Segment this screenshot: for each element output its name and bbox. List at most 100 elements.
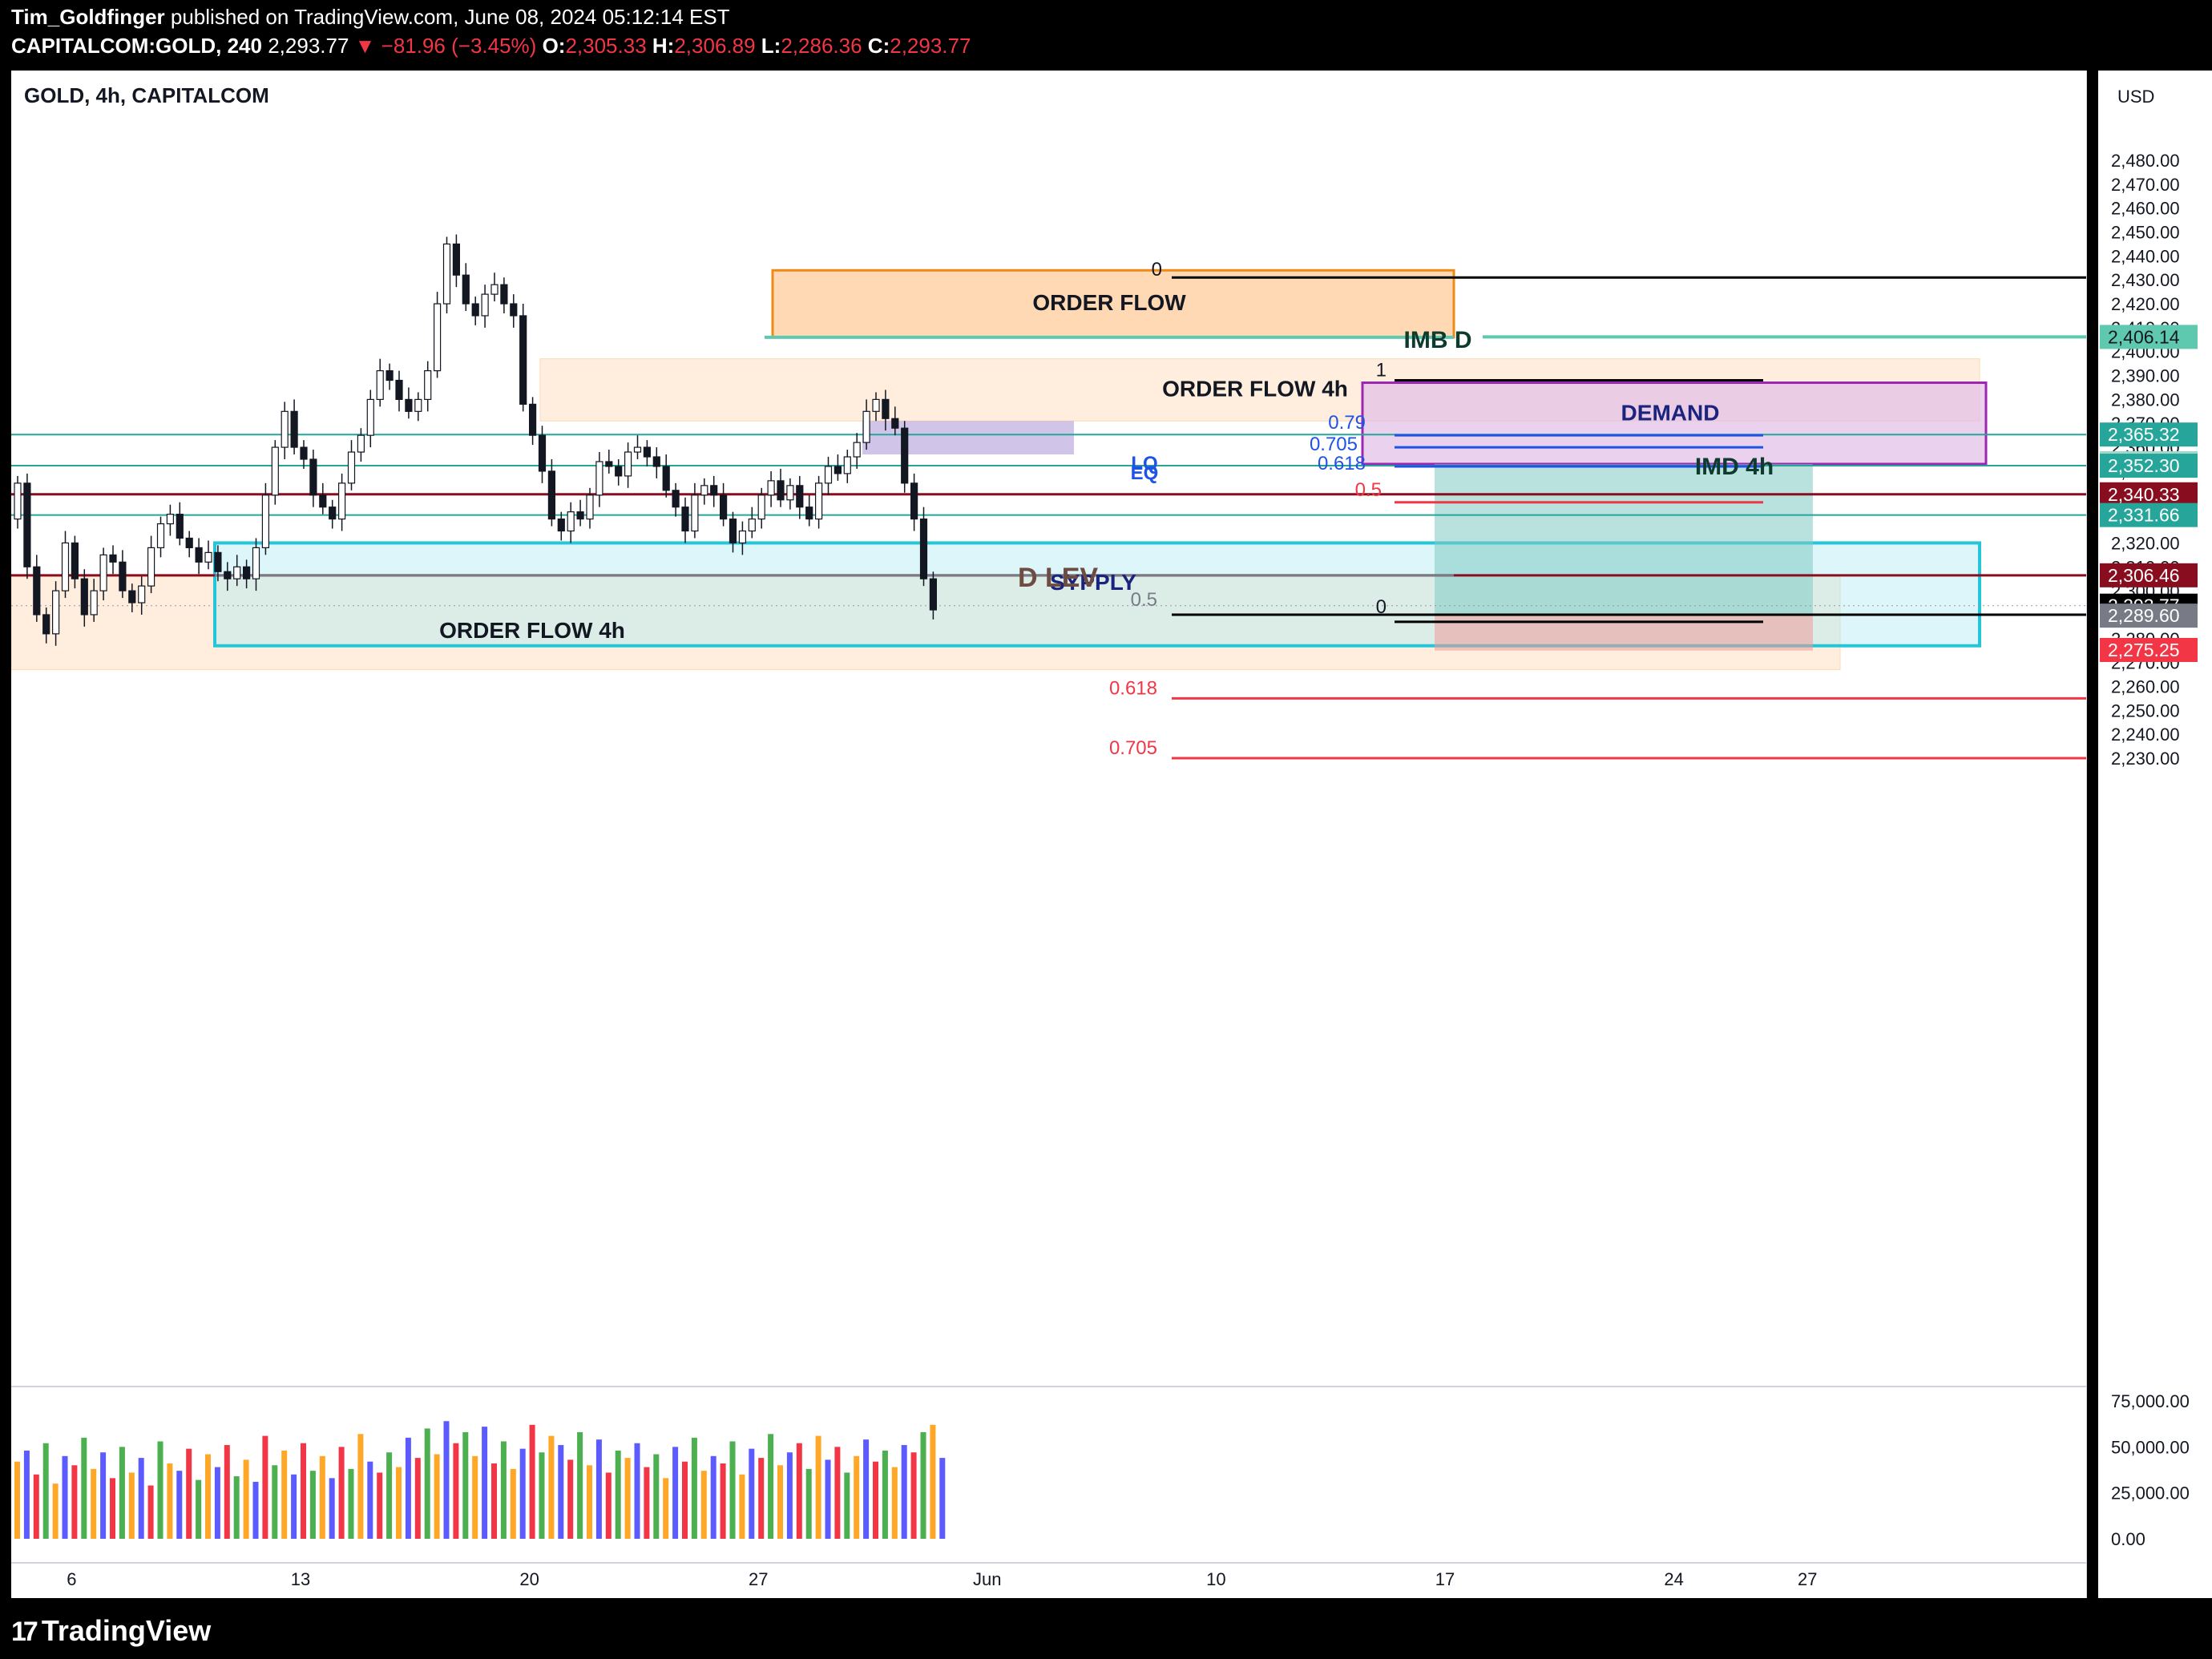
time-tick: 17 [1435, 1569, 1455, 1589]
footer-bar: 17 TradingView [0, 1598, 2212, 1659]
zone-label: ORDER FLOW 4h [439, 618, 625, 643]
fib-label: 0.705 [1109, 737, 1157, 759]
volume-bar [873, 1461, 878, 1539]
volume-bar [214, 1467, 220, 1539]
candle-body [243, 566, 251, 579]
volume-bar [281, 1450, 288, 1539]
volume-bar [805, 1468, 812, 1539]
zone-label: ORDER FLOW 4h [1162, 376, 1348, 401]
candle-body [814, 482, 823, 520]
price-tick: 2,380.00 [2111, 390, 2180, 410]
volume-bar [777, 1465, 783, 1539]
candle-body [547, 470, 556, 520]
price-tick: 2,250.00 [2111, 700, 2180, 721]
volume-bar [863, 1439, 870, 1539]
volume-bar [357, 1434, 364, 1539]
price-tick: 2,480.00 [2111, 151, 2180, 171]
volume-bar [786, 1452, 793, 1539]
candle-body [224, 571, 232, 579]
candle-body [471, 303, 479, 317]
candle-body [319, 494, 327, 508]
candle-body [872, 398, 880, 412]
candle-body [176, 514, 184, 539]
fib-label: 0.5 [1131, 589, 1157, 611]
volume-tick: 75,000.00 [2111, 1391, 2190, 1411]
candle-body [51, 590, 60, 635]
candle-body [605, 461, 613, 467]
tradingview-logo[interactable]: 17 TradingView [11, 1614, 211, 1648]
chart-panel[interactable]: ORDER FLOW ORDER FLOW 4h DEMAND ORDER FLOW … [11, 71, 2212, 1598]
price-tick: 2,430.00 [2111, 270, 2180, 290]
volume-bar [624, 1458, 631, 1539]
zone-box [771, 268, 1455, 339]
price-tick: 2,450.00 [2111, 223, 2180, 243]
volume-bar [138, 1458, 144, 1539]
volume-bar [825, 1459, 831, 1539]
price-axis[interactable]: USD 2,480.00 2,470.00 2,460.00 2,450.00 2,44… [2098, 71, 2212, 1598]
volume-bar [186, 1448, 192, 1539]
volume-bar [338, 1447, 345, 1539]
zones-layer [11, 268, 1988, 671]
price-tag-label: 2,275.25 [2108, 640, 2180, 660]
volume-bar [796, 1443, 802, 1539]
volume-bar [634, 1443, 640, 1539]
price-tick: 2,260.00 [2111, 676, 2180, 696]
volume-bar [529, 1424, 535, 1539]
price-tick: 2,420.00 [2111, 294, 2180, 314]
volume-bar [33, 1474, 39, 1539]
volume-bar [682, 1461, 688, 1539]
zone-label: DEMAND [1621, 400, 1720, 425]
price-tag-label: 2,289.60 [2108, 605, 2180, 626]
candle-body [595, 461, 603, 496]
volume-bar [491, 1463, 497, 1539]
price-tick: 2,320.00 [2111, 533, 2180, 553]
volume-bar [62, 1455, 68, 1539]
volume-bar [605, 1472, 612, 1539]
stop-zone [1435, 614, 1813, 651]
candle-body [691, 494, 699, 532]
volume-bar [176, 1471, 183, 1539]
candle-body [281, 410, 289, 448]
candle-body [528, 403, 537, 436]
candle-body [586, 494, 594, 520]
candle-body [519, 315, 527, 405]
last-price: 2,293.77 [268, 34, 349, 58]
volume-tick: 50,000.00 [2111, 1437, 2190, 1457]
volume-bar [434, 1454, 440, 1539]
candle-body [824, 466, 833, 484]
volume-bar [700, 1471, 707, 1539]
price-chart[interactable]: ORDER FLOW ORDER FLOW 4h DEMAND ORDER FLOW … [11, 71, 2087, 1598]
volume-bar [348, 1468, 354, 1539]
volume-bar [615, 1450, 621, 1539]
volume-bar [834, 1447, 841, 1539]
fib-label: 0.5 [1355, 479, 1382, 501]
candle-body [452, 243, 461, 276]
volume-bar [81, 1437, 87, 1539]
candle-body [624, 451, 632, 477]
chart-header: Tim_Goldfinger published on TradingView.… [0, 0, 2212, 71]
time-tick: 24 [1664, 1569, 1683, 1589]
candle-body [147, 547, 155, 587]
volume-bar [309, 1471, 316, 1539]
volume-bar [548, 1435, 555, 1539]
candle-body [42, 614, 50, 635]
price-tick: 2,440.00 [2111, 246, 2180, 266]
candle-body [729, 518, 737, 544]
volume-bar [147, 1485, 154, 1539]
candle-body [109, 554, 117, 563]
currency-label[interactable]: USD [2117, 87, 2154, 107]
volume-bar [500, 1441, 507, 1539]
price-tag [2100, 637, 2198, 662]
author-name[interactable]: Tim_Goldfinger [11, 5, 165, 29]
time-tick: Jun [973, 1569, 1001, 1589]
price-tag [2100, 563, 2198, 587]
volume-bar [71, 1465, 78, 1539]
volume-bar [519, 1448, 526, 1539]
candle-body [347, 451, 356, 484]
close-value: 2,293.77 [890, 34, 971, 58]
annotation-label: IMB D [1404, 327, 1472, 353]
candle-body [919, 518, 928, 579]
candle-body [119, 561, 127, 591]
candle-body [61, 542, 70, 591]
candle-body [329, 507, 337, 520]
